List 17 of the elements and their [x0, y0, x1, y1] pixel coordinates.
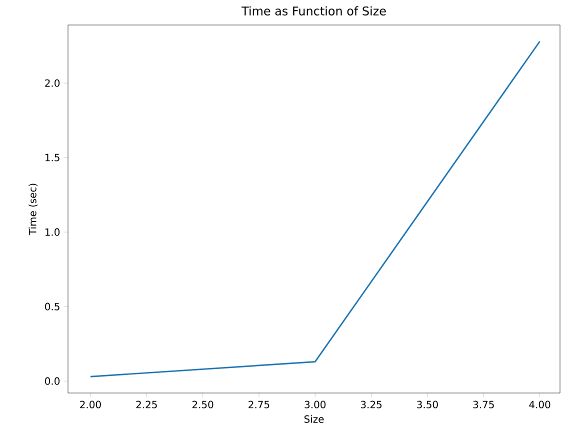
chart-title: Time as Function of Size [242, 6, 386, 16]
y-tick-label: 0.5 [45, 302, 60, 310]
y-tick-label: 1.0 [45, 228, 60, 236]
x-tick-label: 4.00 [529, 400, 550, 408]
x-tick-label: 2.25 [136, 400, 157, 408]
x-tick-label: 3.25 [360, 400, 382, 408]
x-tick-label: 2.75 [248, 400, 270, 408]
y-tick-label: 2.0 [45, 79, 60, 87]
y-axis-title: Time (sec) [28, 184, 38, 236]
x-axis-title: Size [304, 415, 324, 423]
x-tick-label: 2.50 [192, 400, 214, 408]
y-tick-label: 0.0 [45, 377, 60, 385]
x-tick-label: 3.75 [473, 400, 494, 408]
x-tick-label: 3.00 [304, 400, 326, 408]
y-tick-label: 1.5 [45, 154, 60, 162]
x-tick-label: 3.50 [417, 400, 438, 408]
x-tick-label: 2.00 [80, 400, 101, 408]
